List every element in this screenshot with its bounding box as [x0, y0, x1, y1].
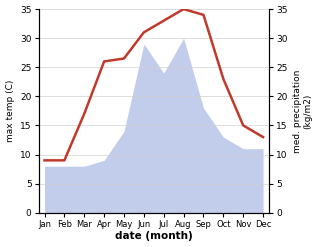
Y-axis label: max temp (C): max temp (C)	[5, 80, 15, 142]
Y-axis label: med. precipitation
(kg/m2): med. precipitation (kg/m2)	[293, 69, 313, 153]
X-axis label: date (month): date (month)	[115, 231, 193, 242]
